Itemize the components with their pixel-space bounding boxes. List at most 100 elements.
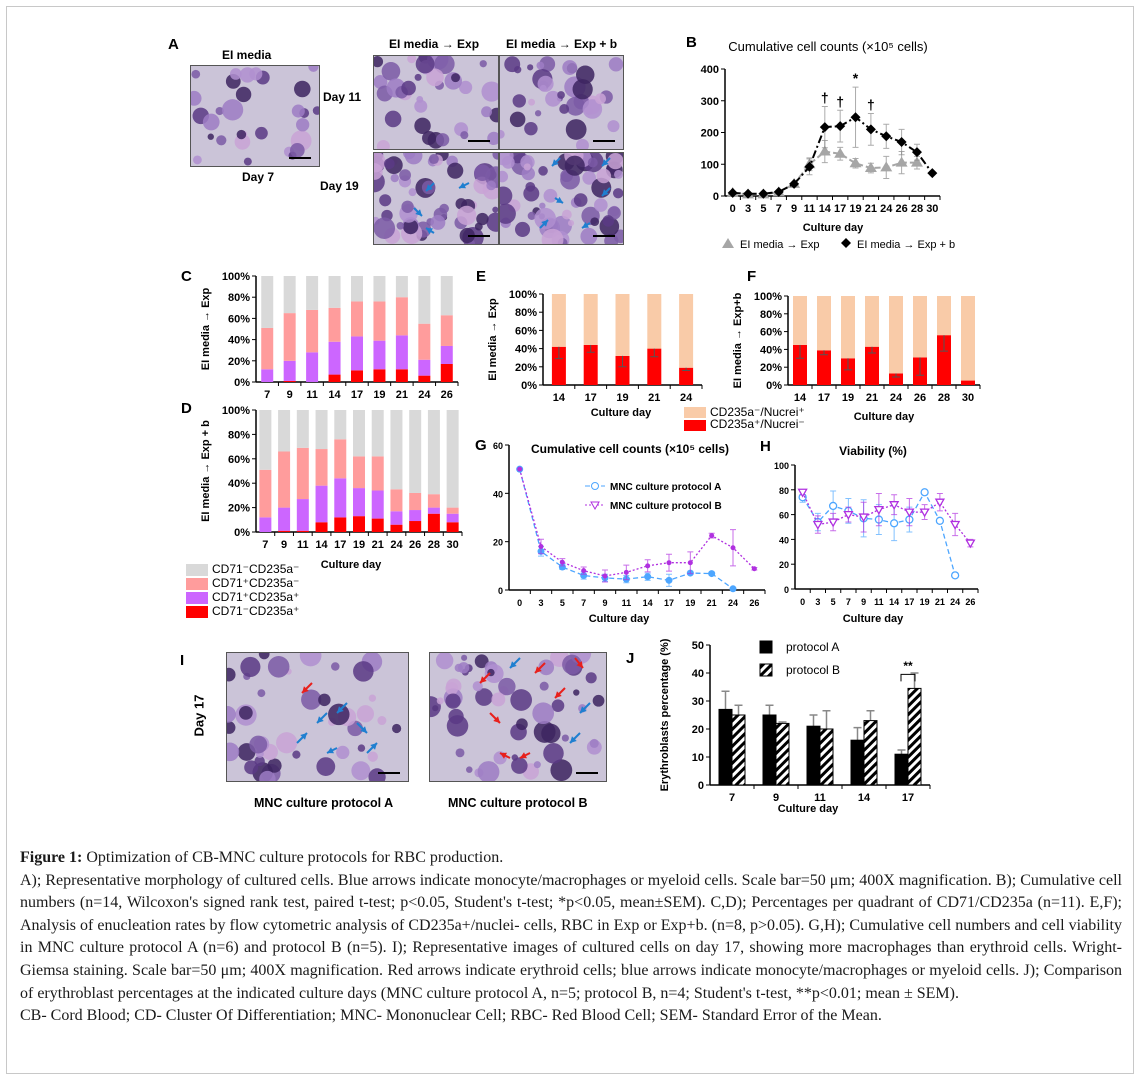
arrow-head (426, 228, 433, 235)
bar-segment (390, 511, 403, 525)
cell (576, 138, 589, 149)
cell (403, 219, 419, 235)
cell (292, 750, 301, 759)
y-tick-label: 100 (774, 461, 789, 471)
x-tick-label: 24 (418, 389, 431, 401)
bar-segment (418, 375, 431, 382)
cell (527, 64, 534, 71)
error-bar (866, 710, 875, 721)
bar-segment (817, 296, 831, 351)
x-tick-label: 30 (926, 203, 938, 215)
legend-swatch (759, 640, 773, 654)
data-point (828, 501, 838, 511)
data-point (850, 112, 861, 123)
cell (384, 110, 402, 128)
cell (430, 215, 446, 230)
chart-title: Viability (%) (839, 444, 907, 458)
cell (257, 689, 266, 698)
data-point (835, 121, 846, 132)
data-point (708, 570, 716, 578)
bar (863, 720, 878, 786)
arrow-head (493, 716, 500, 723)
cell (451, 73, 461, 83)
cell (607, 153, 623, 170)
x-tick-label: 9 (287, 389, 293, 401)
cell (236, 129, 247, 140)
cell (396, 222, 405, 230)
legend-label: protocol B (786, 663, 840, 677)
cell (486, 212, 498, 232)
data-point (743, 188, 754, 199)
cell (492, 153, 498, 160)
cell (539, 681, 549, 691)
cell (536, 61, 545, 70)
x-tick-label: 3 (538, 598, 543, 608)
cell (221, 99, 244, 121)
x-axis-label: Culture day (778, 803, 839, 815)
bar-segment (278, 451, 291, 508)
y-tick-label: 60 (493, 441, 503, 451)
y-tick-label: 20% (228, 356, 250, 368)
cell (472, 681, 483, 692)
cell (331, 662, 340, 671)
row-label-day7: Day 7 (242, 170, 275, 184)
legend-label: EI media → Exp + b (857, 239, 955, 251)
x-tick-label: 3 (745, 203, 751, 215)
label-protocol-b: MNC culture protocol B (448, 796, 588, 810)
cell (312, 106, 319, 115)
cell (524, 121, 538, 136)
x-tick-label: 14 (858, 792, 871, 804)
micrograph-image (500, 56, 623, 149)
bar-segment (328, 307, 341, 342)
data-point (818, 145, 831, 156)
x-tick-label: 17 (904, 597, 914, 607)
cell (383, 158, 395, 170)
cell (500, 170, 509, 183)
cell (486, 180, 496, 191)
cell (527, 211, 536, 220)
arrow-head (576, 661, 583, 668)
x-tick-label: 19 (373, 389, 385, 401)
y-tick-label: 40 (493, 489, 503, 499)
y-tick-label: 50 (692, 640, 704, 652)
legend-label: CD71⁺CD235a⁻ (212, 576, 300, 590)
bar-segment (615, 355, 630, 385)
x-tick-label: 14 (328, 389, 341, 401)
col-label-ei-media: EI media (222, 48, 272, 62)
x-tick-label: 21 (648, 392, 660, 404)
x-tick-label: 26 (965, 597, 975, 607)
cell (259, 770, 276, 781)
cell (511, 757, 528, 774)
bar (762, 714, 777, 786)
y-tick-label: 20% (760, 362, 782, 374)
bar-segment (615, 294, 630, 356)
y-tick-label: 80% (228, 429, 250, 441)
bar-segment (390, 410, 403, 490)
cell (377, 716, 387, 726)
cell (459, 80, 473, 95)
bar-segment (647, 348, 662, 385)
caption-figure-label: Figure 1: (20, 849, 83, 866)
figure-caption: Figure 1: Optimization of CB-MNC culture… (20, 847, 1122, 1028)
cell (613, 169, 623, 179)
data-point (558, 563, 566, 571)
data-point (727, 187, 738, 198)
data-point (965, 539, 976, 549)
micrograph-expb-day11 (499, 55, 624, 150)
data-point (729, 585, 737, 593)
x-tick-label: 26 (441, 389, 453, 401)
micrograph-image (374, 153, 498, 244)
row-label-day11: Day 11 (323, 90, 362, 104)
bar-segment (351, 370, 363, 382)
data-point (773, 186, 784, 197)
x-tick-label: 9 (773, 792, 779, 804)
x-tick-label: 26 (409, 539, 421, 551)
x-tick-label: 0 (730, 203, 736, 215)
y-tick-label: 80 (779, 486, 789, 496)
cell (445, 682, 459, 695)
cell (561, 734, 569, 742)
legend-swatch (186, 563, 208, 576)
data-point (889, 501, 900, 510)
cell (567, 220, 575, 227)
bar-segment (679, 294, 694, 368)
